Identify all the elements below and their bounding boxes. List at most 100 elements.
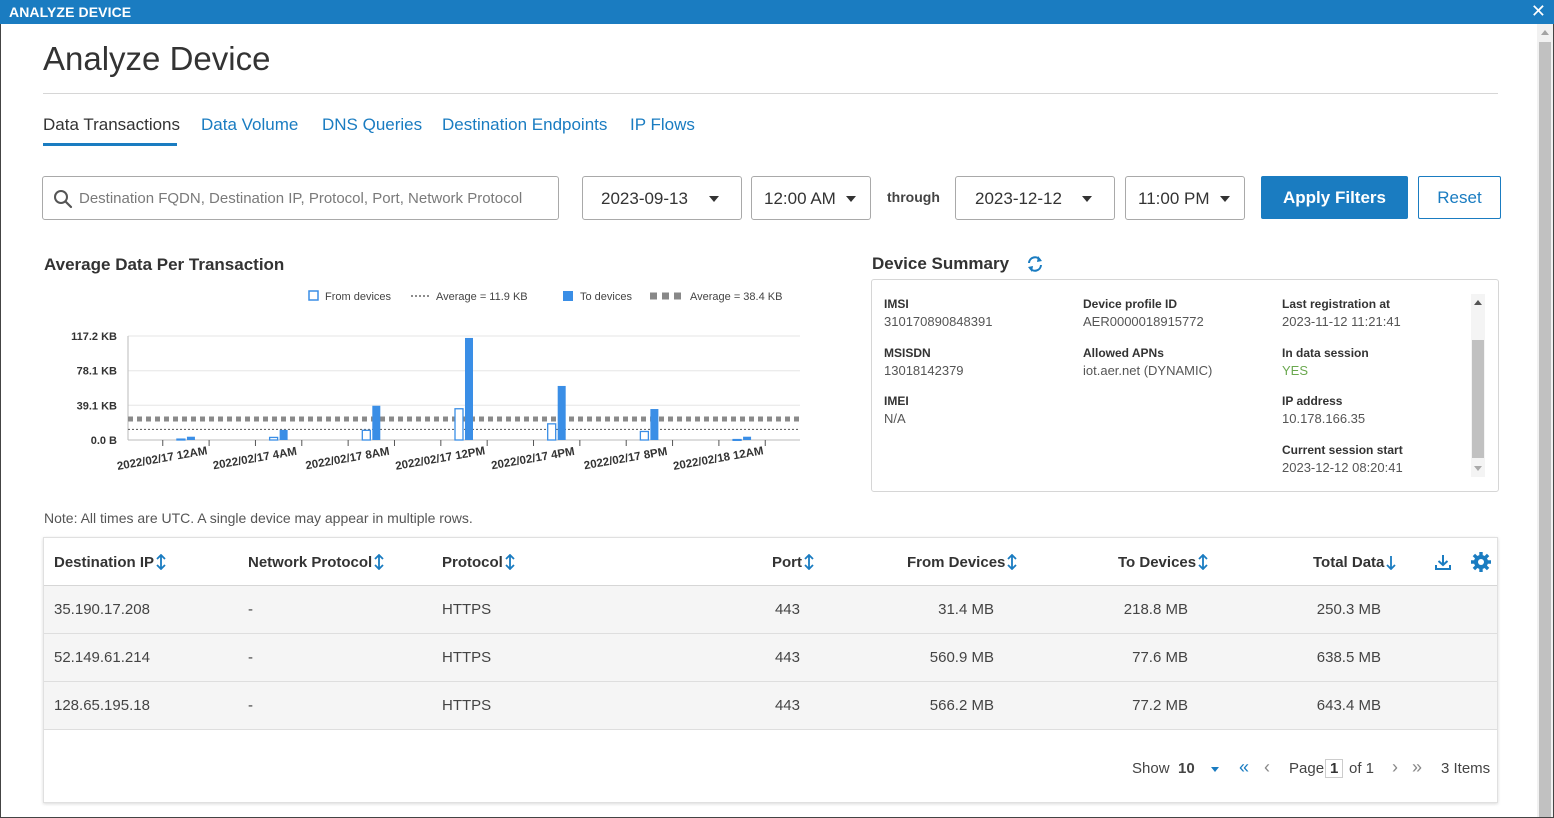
summary-scrollbar[interactable]: [1471, 294, 1485, 477]
tab-data-transactions[interactable]: Data Transactions: [43, 115, 181, 134]
legend-from-avg-label: Average = 11.9 KB: [436, 291, 528, 303]
tab-destination-endpoints[interactable]: Destination Endpoints: [442, 115, 608, 134]
summary-field-ip-address: IP address 10.178.166.35: [1282, 394, 1365, 426]
start-date-value: 2023-09-13: [601, 189, 688, 208]
cell-to-devices: 218.8 MB: [1123, 601, 1188, 618]
sort-icon[interactable]: [804, 554, 814, 570]
cell-port: 443: [774, 649, 800, 666]
y-tick-label: 78.1 KB: [77, 366, 117, 378]
sort-icon[interactable]: [374, 554, 384, 570]
sort-icon[interactable]: [1198, 554, 1208, 570]
refresh-icon[interactable]: [1025, 254, 1045, 274]
summary-field-imsi: IMSI 310170890848391: [884, 297, 992, 329]
column-header-to-devices[interactable]: To Devices: [1118, 554, 1208, 571]
table-row[interactable]: 35.190.17.208 - HTTPS 443 31.4 MB 218.8 …: [44, 586, 1497, 634]
column-header-total-data[interactable]: Total Data: [1313, 554, 1397, 571]
start-time-select[interactable]: 12:00 AM: [751, 176, 871, 220]
cell-protocol: HTTPS: [442, 697, 492, 714]
scroll-up-icon[interactable]: [1541, 30, 1549, 35]
end-date-value: 2023-12-12: [975, 189, 1062, 208]
cell-total-data: 643.4 MB: [1316, 697, 1381, 714]
cell-network-protocol: -: [248, 697, 253, 714]
table-header: Destination IP Network Protocol Protocol…: [44, 538, 1497, 586]
column-header-network-protocol[interactable]: Network Protocol: [248, 554, 384, 571]
chart-plot-area: 0.0 B 39.1 KB 78.1 KB 117.2 KB 2022/02/17 12…: [71, 331, 800, 473]
cell-to-devices: 77.2 MB: [1132, 697, 1188, 714]
scroll-down-icon[interactable]: [1474, 466, 1482, 471]
scroll-up-icon[interactable]: [1474, 300, 1482, 305]
close-icon[interactable]: ✕: [1530, 1, 1546, 21]
device-summary-title: Device Summary: [872, 254, 1010, 273]
column-label: Port: [772, 554, 802, 571]
cell-to-devices: 77.6 MB: [1132, 649, 1188, 666]
summary-value: 2023-11-12 11:21:41: [1282, 314, 1401, 329]
search-box: [42, 176, 559, 220]
summary-label: In data session: [1282, 346, 1369, 360]
page-size-select[interactable]: 10: [1178, 760, 1195, 777]
end-date-select[interactable]: 2023-12-12: [955, 176, 1115, 220]
bar-to-devices: [557, 385, 566, 440]
cell-destination-ip: 35.190.17.208: [54, 601, 150, 618]
chevron-down-icon: [846, 196, 856, 202]
table-row[interactable]: 52.149.61.214 - HTTPS 443 560.9 MB 77.6 …: [44, 634, 1497, 682]
page-label: Page: [1289, 760, 1325, 777]
column-header-port[interactable]: Port: [772, 554, 814, 571]
bar-from-devices: [639, 430, 650, 441]
window-titlebar: ANALYZE DEVICE ✕: [0, 0, 1554, 24]
column-header-destination-ip[interactable]: Destination IP: [54, 554, 166, 571]
table-row[interactable]: 128.65.195.18 - HTTPS 443 566.2 MB 77.2 …: [44, 682, 1497, 730]
tab-data-volume[interactable]: Data Volume: [201, 115, 299, 134]
bar-to-devices: [279, 429, 288, 440]
apply-filters-button[interactable]: Apply Filters: [1261, 176, 1408, 219]
tab-dns-queries[interactable]: DNS Queries: [322, 115, 423, 134]
bar-from-devices: [732, 438, 742, 442]
chevron-down-icon: [1220, 196, 1230, 202]
page-size-dropdown-icon[interactable]: [1208, 762, 1222, 776]
summary-field-last-registration: Last registration at 2023-11-12 11:21:41: [1282, 297, 1401, 329]
bar-from-devices: [454, 408, 464, 441]
utc-note: Note: All times are UTC. A single device…: [44, 510, 473, 526]
tab-ip-flows[interactable]: IP Flows: [630, 115, 695, 134]
start-time-value: 12:00 AM: [764, 189, 836, 208]
column-header-from-devices[interactable]: From Devices: [907, 554, 1018, 571]
prev-page-icon[interactable]: ‹: [1264, 757, 1270, 777]
start-date-select[interactable]: 2023-09-13: [582, 176, 742, 220]
column-label: Protocol: [442, 554, 503, 571]
page-scrollbar[interactable]: [1537, 24, 1553, 817]
summary-value: YES: [1282, 363, 1309, 378]
summary-label: Allowed APNs: [1083, 346, 1164, 360]
summary-field-imei: IMEI N/A: [884, 394, 909, 426]
summary-value: 2023-12-12 08:20:41: [1282, 460, 1403, 475]
sort-icon[interactable]: [156, 554, 166, 570]
search-input[interactable]: [79, 185, 549, 211]
page-title: Analyze Device: [43, 40, 271, 77]
first-page-icon[interactable]: «: [1239, 757, 1250, 777]
x-tick-label: 2022/02/17 12AM: [116, 445, 208, 473]
bar-to-devices: [372, 405, 381, 440]
title-divider: [43, 93, 1498, 94]
sort-icon[interactable]: [1007, 554, 1018, 570]
scrollbar-thumb[interactable]: [1472, 340, 1484, 458]
device-summary-panel: IMSI 310170890848391 Device profile ID A…: [871, 279, 1499, 492]
summary-label: Current session start: [1282, 443, 1403, 457]
summary-value: 13018142379: [884, 363, 964, 378]
cell-total-data: 250.3 MB: [1316, 601, 1381, 618]
reset-button[interactable]: Reset: [1418, 176, 1501, 219]
x-tick-label: 2022/02/17 8AM: [305, 446, 391, 473]
summary-label: IMEI: [884, 394, 909, 408]
cell-from-devices: 566.2 MB: [929, 697, 994, 714]
last-page-icon[interactable]: »: [1412, 757, 1423, 777]
gear-icon[interactable]: [1470, 551, 1492, 573]
next-page-icon[interactable]: ›: [1392, 757, 1398, 777]
sort-desc-icon[interactable]: [1386, 554, 1397, 570]
window-title: ANALYZE DEVICE: [9, 4, 132, 20]
page-number-input[interactable]: 1: [1325, 759, 1344, 778]
chevron-down-icon: [709, 196, 719, 202]
download-icon[interactable]: [1434, 553, 1452, 571]
end-time-select[interactable]: 11:00 PM: [1125, 176, 1245, 220]
scrollbar-thumb[interactable]: [1539, 42, 1551, 817]
bar-to-devices: [650, 409, 659, 440]
legend-to-swatch: [563, 291, 573, 301]
column-header-protocol[interactable]: Protocol: [442, 554, 515, 571]
sort-icon[interactable]: [505, 554, 515, 570]
